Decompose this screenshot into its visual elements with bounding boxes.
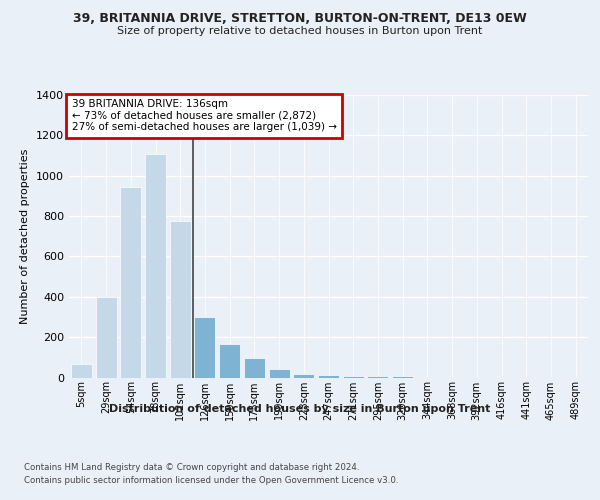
Bar <box>417 377 438 378</box>
Text: Contains public sector information licensed under the Open Government Licence v3: Contains public sector information licen… <box>24 476 398 485</box>
Bar <box>269 370 290 378</box>
Bar <box>244 358 265 378</box>
Bar <box>392 376 413 378</box>
Bar <box>219 344 240 378</box>
Bar <box>318 376 339 378</box>
Text: 39, BRITANNIA DRIVE, STRETTON, BURTON-ON-TRENT, DE13 0EW: 39, BRITANNIA DRIVE, STRETTON, BURTON-ON… <box>73 12 527 26</box>
Y-axis label: Number of detached properties: Number of detached properties <box>20 148 31 324</box>
Bar <box>170 221 191 378</box>
Bar <box>194 317 215 378</box>
Bar <box>343 376 364 378</box>
Bar <box>367 376 388 378</box>
Text: Distribution of detached houses by size in Burton upon Trent: Distribution of detached houses by size … <box>109 404 491 414</box>
Bar <box>293 374 314 378</box>
Text: Size of property relative to detached houses in Burton upon Trent: Size of property relative to detached ho… <box>118 26 482 36</box>
Bar <box>145 154 166 378</box>
Bar <box>120 187 141 378</box>
Bar <box>442 377 463 378</box>
Bar <box>71 364 92 378</box>
Bar <box>95 297 116 378</box>
Text: 39 BRITANNIA DRIVE: 136sqm
← 73% of detached houses are smaller (2,872)
27% of s: 39 BRITANNIA DRIVE: 136sqm ← 73% of deta… <box>71 99 337 132</box>
Text: Contains HM Land Registry data © Crown copyright and database right 2024.: Contains HM Land Registry data © Crown c… <box>24 462 359 471</box>
